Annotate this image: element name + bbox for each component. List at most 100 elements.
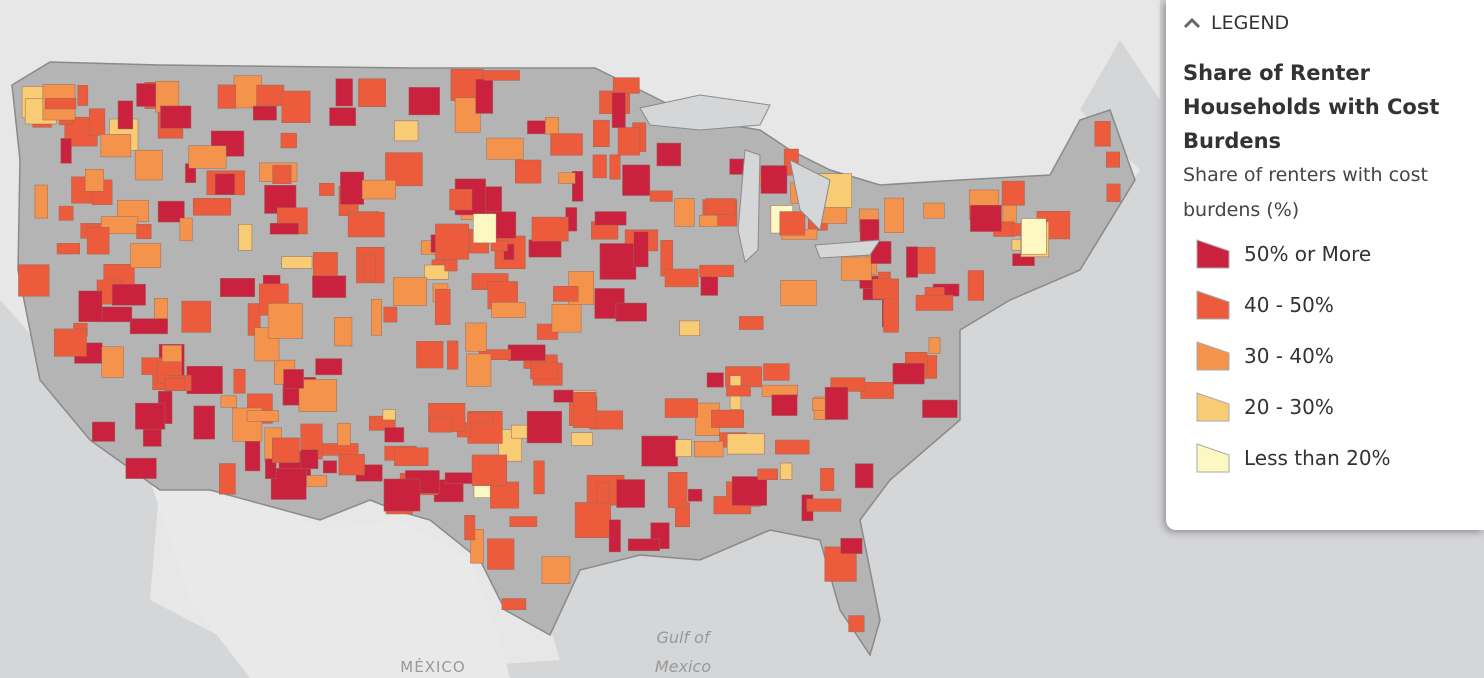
county (252, 105, 277, 121)
county (674, 198, 695, 227)
county (60, 138, 72, 164)
county (531, 216, 569, 242)
county (246, 410, 279, 422)
county (465, 322, 487, 352)
county (334, 317, 353, 347)
county (56, 243, 80, 255)
legend-item: Less than 20% (1183, 432, 1466, 483)
county (329, 107, 356, 126)
county (86, 227, 110, 255)
county (487, 538, 515, 570)
county (300, 449, 319, 469)
county (78, 290, 103, 322)
county (179, 217, 193, 242)
county (509, 516, 538, 527)
county (89, 108, 106, 136)
county (763, 363, 790, 381)
county (545, 117, 559, 135)
county (1094, 121, 1111, 147)
county (233, 368, 246, 394)
county (771, 394, 798, 416)
county (928, 337, 941, 354)
legend-items: 50% or More 40 - 50% 30 - 40% 20 - 30% Less … (1183, 228, 1466, 483)
county (1011, 238, 1023, 251)
county (281, 256, 313, 269)
county (394, 447, 429, 466)
county (615, 302, 647, 322)
county (664, 398, 698, 418)
county (363, 254, 376, 281)
county (220, 278, 256, 298)
county (244, 441, 261, 472)
county (335, 78, 353, 107)
county (883, 297, 899, 333)
county (687, 488, 703, 502)
legend-subtitle: Share of renters with cost burdens (%) (1183, 164, 1429, 221)
county (298, 379, 337, 412)
county (383, 306, 398, 323)
county (322, 460, 337, 474)
county (633, 231, 649, 268)
county (101, 346, 124, 378)
county (157, 200, 185, 223)
county (656, 142, 682, 167)
legend-swatch (1196, 391, 1230, 421)
county (596, 482, 610, 504)
county (193, 405, 215, 440)
county (434, 288, 451, 325)
county (58, 205, 74, 221)
county (1021, 218, 1047, 255)
county (186, 365, 223, 395)
county (612, 77, 640, 94)
county (572, 171, 584, 202)
county (424, 264, 449, 280)
legend-label: 30 - 40% (1244, 343, 1334, 368)
great-lakes (639, 94, 881, 263)
legend-label: 20 - 30% (1244, 394, 1334, 419)
county (45, 97, 77, 110)
county (664, 268, 699, 288)
county (599, 243, 637, 280)
county (100, 134, 132, 158)
county (699, 264, 734, 278)
swatch-shape (1196, 289, 1230, 319)
legend-header[interactable]: LEGEND (1183, 10, 1466, 36)
county (533, 460, 545, 495)
county (435, 223, 470, 260)
county (923, 202, 945, 219)
county (622, 164, 651, 196)
county (164, 378, 186, 391)
county (779, 211, 806, 236)
county (649, 190, 673, 202)
county (840, 538, 863, 554)
county (471, 454, 508, 486)
county (449, 188, 473, 211)
county (464, 515, 476, 541)
county (616, 479, 646, 508)
legend-swatch (1196, 340, 1230, 370)
county (872, 278, 899, 300)
county (573, 391, 597, 428)
county (594, 211, 627, 226)
county (1001, 180, 1025, 206)
county (238, 224, 253, 251)
county (820, 468, 835, 491)
county (283, 369, 304, 389)
county (281, 90, 311, 123)
county (705, 198, 736, 215)
county (486, 137, 524, 160)
county (280, 132, 297, 149)
county (117, 100, 134, 130)
county (220, 395, 237, 408)
county (160, 105, 192, 129)
swatch-shape (1196, 340, 1230, 370)
county (219, 463, 236, 495)
county (627, 538, 660, 552)
county (384, 427, 405, 443)
mexico-land (150, 480, 510, 678)
county (775, 439, 810, 455)
county (319, 182, 335, 196)
county (306, 475, 328, 487)
county (34, 184, 48, 219)
